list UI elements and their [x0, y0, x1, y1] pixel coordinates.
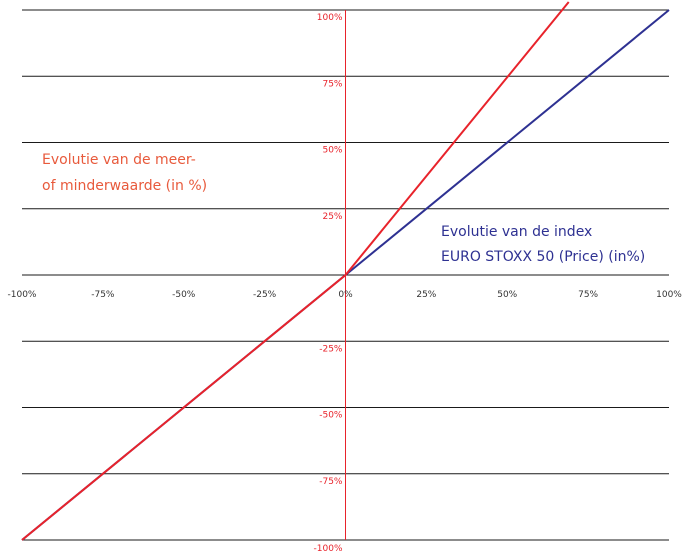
- y-tick-label: 50%: [322, 146, 342, 156]
- annotation-blue: Evolutie van de index EURO STOXX 50 (Pri…: [441, 224, 645, 265]
- annotation-red-line-2: of minderwaarde (in %): [42, 178, 207, 194]
- x-tick-label: 50%: [497, 290, 517, 300]
- y-tick-label: -25%: [319, 344, 343, 354]
- series-lines: [21, 1, 670, 541]
- y-tick-label: -50%: [319, 411, 343, 421]
- x-tick-label: -50%: [172, 290, 196, 300]
- y-tick-label: 25%: [322, 212, 342, 222]
- x-tick-label: -75%: [91, 290, 115, 300]
- x-tick-label: 100%: [656, 290, 682, 300]
- x-tick-labels: -100% -75% -50% -25% 0% 25% 50% 75% 100%: [8, 290, 683, 300]
- annotation-blue-line-1: Evolutie van de index: [441, 224, 592, 240]
- x-tick-label: 0%: [338, 290, 353, 300]
- annotation-red: Evolutie van de meer- of minderwaarde (i…: [42, 152, 207, 194]
- x-tick-label: -100%: [8, 290, 37, 300]
- annotation-red-line-1: Evolutie van de meer-: [42, 152, 196, 168]
- x-tick-label: -25%: [253, 290, 277, 300]
- annotation-blue-line-2: EURO STOXX 50 (Price) (in%): [441, 249, 645, 265]
- y-tick-label: -75%: [319, 477, 343, 487]
- y-tick-label: -100%: [314, 544, 343, 552]
- y-tick-labels: 100% 75% 50% 25% -25% -50% -75% -100%: [314, 13, 343, 552]
- y-tick-label: 75%: [322, 79, 342, 89]
- y-tick-label: 100%: [317, 13, 343, 23]
- x-tick-label: 75%: [578, 290, 598, 300]
- x-tick-label: 25%: [416, 290, 436, 300]
- series-line-1: [21, 1, 570, 541]
